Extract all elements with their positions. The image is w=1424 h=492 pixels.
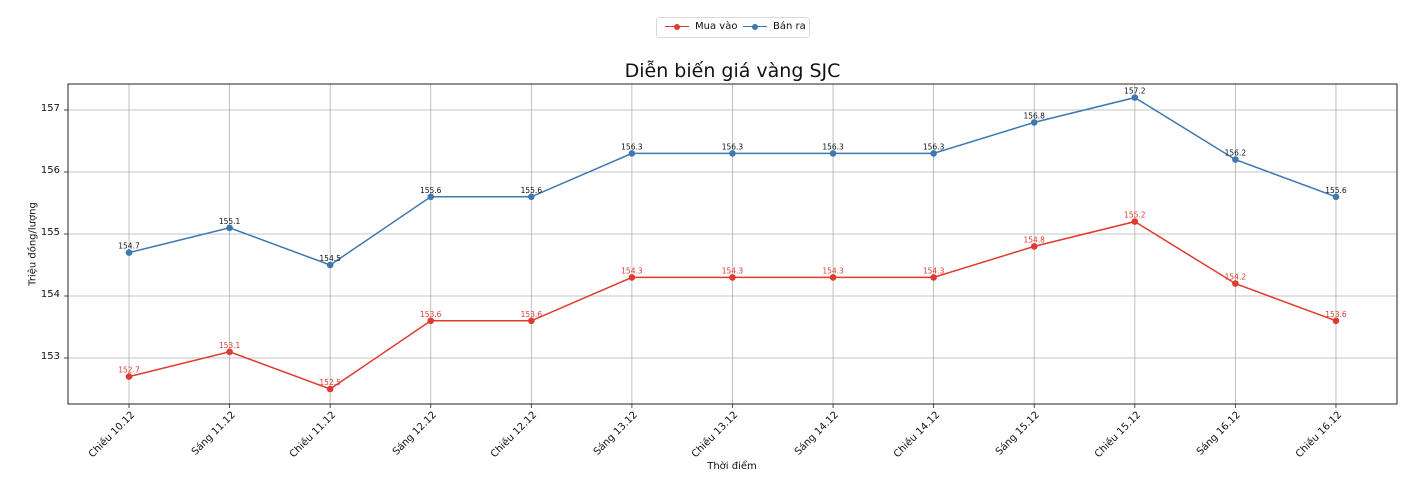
data-label: 155.1	[219, 217, 241, 226]
data-label: 154.8	[1023, 235, 1045, 244]
data-point-marker	[1131, 94, 1139, 101]
data-label: 155.6	[420, 186, 442, 195]
legend-dot	[674, 23, 680, 30]
data-label: 154.3	[722, 266, 744, 275]
data-point-marker	[528, 193, 535, 201]
data-label: 156.3	[822, 142, 844, 151]
legend-label: Bán ra	[773, 21, 806, 32]
data-label: 153.1	[219, 341, 241, 350]
legend-line-marker-icon	[665, 22, 689, 32]
data-point-marker	[729, 274, 736, 281]
y-tick-label: 156	[40, 165, 60, 176]
data-point-marker	[930, 150, 937, 157]
series-lines	[125, 94, 1340, 393]
data-point-marker	[326, 385, 334, 393]
data-label: 153.6	[521, 310, 543, 319]
data-label: 152.5	[319, 378, 341, 387]
data-point-marker	[125, 373, 133, 380]
data-label: 153.6	[420, 310, 442, 319]
legend-dot	[752, 23, 758, 30]
data-point-marker	[628, 150, 636, 157]
data-label: 155.2	[1124, 211, 1146, 220]
data-point-marker	[427, 193, 435, 201]
y-tick-label: 154	[40, 289, 60, 300]
data-point-marker	[1232, 280, 1239, 287]
data-point-marker	[829, 274, 837, 281]
data-label: 157.2	[1124, 87, 1146, 96]
data-point-marker	[1030, 119, 1038, 126]
chart-title: Diễn biến giá vàng SJC	[624, 60, 841, 82]
data-point-marker	[829, 150, 837, 157]
data-label: 156.3	[722, 142, 744, 151]
y-axis-label: Triệu đồng/lượng	[27, 202, 39, 286]
data-point-marker	[226, 224, 233, 232]
data-point-marker	[628, 274, 636, 281]
legend: Mua vào Bán ra	[656, 17, 810, 38]
legend-label: Mua vào	[695, 21, 738, 32]
data-label: 154.3	[822, 266, 844, 275]
x-axis-label: Thời điểm	[707, 461, 757, 472]
data-point-marker	[930, 274, 937, 281]
data-label: 152.7	[118, 366, 140, 375]
data-point-marker	[729, 150, 736, 157]
data-point-marker	[1332, 317, 1340, 325]
data-label: 154.3	[621, 266, 643, 275]
legend-line-marker-icon	[743, 22, 767, 32]
data-label: 154.7	[118, 242, 140, 251]
data-point-marker	[427, 317, 435, 325]
y-tick-label: 157	[40, 103, 60, 114]
y-tick-label: 155	[40, 227, 60, 238]
data-label: 156.3	[621, 142, 643, 151]
data-label: 154.2	[1225, 273, 1247, 282]
data-label: 153.6	[1325, 310, 1347, 319]
data-point-marker	[1030, 243, 1038, 250]
data-point-marker	[1131, 218, 1139, 225]
data-point-marker	[326, 261, 334, 269]
data-point-marker	[226, 348, 233, 356]
data-label: 154.5	[319, 254, 341, 263]
grid-lines	[68, 84, 1397, 404]
data-label: 156.2	[1225, 149, 1247, 158]
axis-ticks	[64, 109, 1337, 408]
data-label: 155.6	[1325, 186, 1347, 195]
data-point-marker	[1332, 193, 1340, 201]
legend-item-ban-ra: Bán ra	[743, 21, 806, 32]
data-point-marker	[125, 249, 133, 256]
data-point-marker	[528, 317, 535, 325]
data-label: 156.3	[923, 142, 945, 151]
data-label: 156.8	[1023, 111, 1045, 120]
data-label: 154.3	[923, 266, 945, 275]
legend-item-mua-vao: Mua vào	[665, 21, 737, 32]
data-labels: 152.7 153.1 152.5 153.6 153.6 154.3 154.3 154.3…	[118, 87, 1347, 387]
data-point-marker	[1232, 156, 1239, 163]
data-label: 155.6	[521, 186, 543, 195]
y-tick-label: 153	[40, 351, 60, 362]
